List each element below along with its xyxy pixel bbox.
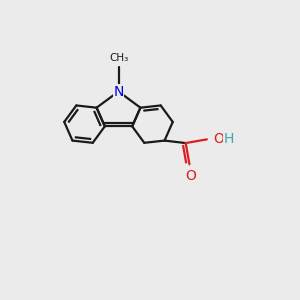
Text: N: N bbox=[113, 85, 124, 98]
Text: H: H bbox=[224, 132, 234, 146]
Text: O: O bbox=[185, 169, 197, 183]
Text: CH₃: CH₃ bbox=[109, 53, 128, 63]
Text: O: O bbox=[213, 132, 224, 146]
